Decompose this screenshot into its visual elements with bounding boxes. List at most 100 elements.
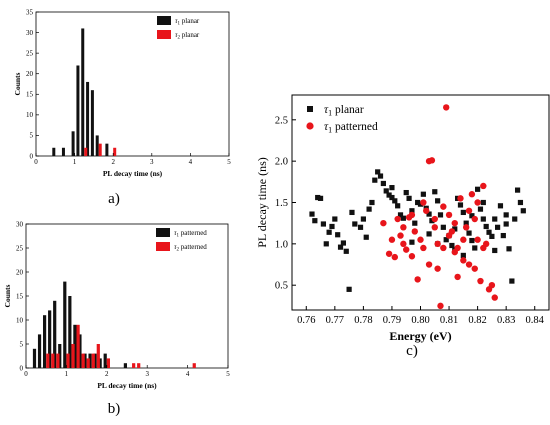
data-point-circle — [417, 236, 424, 243]
y-tick-label: 15 — [16, 292, 24, 300]
data-point-square — [400, 215, 406, 221]
legend-swatch-red — [156, 242, 170, 251]
data-point-square — [326, 229, 332, 235]
y-tick-label: 35 — [26, 8, 34, 16]
y-tick-label: 20 — [16, 268, 24, 276]
data-point-square — [415, 199, 421, 206]
legend-swatch-red — [157, 30, 171, 39]
x-tick-label: 0.79 — [383, 315, 401, 326]
bar-red — [192, 363, 196, 368]
data-point-square — [312, 218, 318, 224]
x-tick-label: 0.82 — [468, 315, 486, 326]
bar-red — [71, 344, 75, 368]
x-tick-label: 4 — [189, 158, 193, 166]
y-tick-label: 0 — [30, 152, 34, 160]
data-point-square — [514, 187, 521, 193]
bar-black — [78, 334, 82, 368]
x-tick-label: 0.80 — [411, 315, 429, 326]
data-point-square — [337, 244, 344, 250]
y-tick-label: 0 — [20, 364, 24, 372]
data-point-circle — [411, 228, 418, 235]
data-point-square — [477, 206, 484, 212]
data-point-circle — [434, 265, 441, 272]
data-point-square — [486, 229, 492, 235]
bar-red — [86, 358, 90, 368]
bar-black — [53, 300, 57, 368]
x-tick-label: 4 — [186, 370, 190, 378]
data-point-square — [466, 230, 472, 236]
data-point-square — [440, 224, 446, 230]
x-tick-label: 5 — [227, 158, 231, 166]
histogram-panel-b: 0 1 2 3 4 5 0 5 10 15 20 25 30 PL decay time (ns) Coun… — [3, 220, 230, 390]
data-point-circle — [474, 236, 481, 243]
data-point-square — [503, 221, 509, 227]
x-tick-label: 0.83 — [497, 315, 515, 326]
data-point-circle — [391, 253, 398, 261]
data-point-circle — [394, 215, 401, 223]
data-point-circle — [471, 215, 478, 223]
x-tick-label: 2 — [111, 158, 115, 166]
bar-black — [63, 281, 67, 368]
data-point-square — [457, 202, 464, 208]
data-point-square — [489, 233, 495, 239]
data-point-square — [420, 191, 426, 197]
legend-label: τ1 patterned — [324, 121, 378, 135]
y-axis-title: Counts — [13, 72, 22, 95]
data-point-square — [517, 199, 524, 206]
data-point-circle — [491, 294, 498, 301]
data-point-circle — [480, 182, 487, 190]
data-point-square — [469, 213, 475, 219]
data-point-circle — [454, 244, 461, 252]
data-point-circle — [380, 219, 387, 227]
panel-caption-a: a) — [108, 191, 120, 207]
y-tick-label: 1.5 — [275, 198, 288, 209]
data-point-square — [323, 241, 329, 247]
data-point-square — [506, 246, 512, 252]
data-point-square — [475, 186, 481, 192]
data-point-square — [380, 180, 386, 187]
panel-caption-b: b) — [108, 401, 121, 417]
data-point-square — [329, 223, 335, 230]
data-point-circle — [385, 250, 393, 257]
data-point-square — [426, 211, 432, 217]
data-point-circle — [460, 236, 467, 243]
bar-black — [86, 81, 90, 156]
x-tick-label: 1 — [65, 370, 69, 378]
data-point-square — [357, 224, 364, 230]
data-point-square — [406, 195, 412, 201]
data-point-square — [463, 220, 469, 226]
data-point-square — [495, 224, 501, 230]
bar-black — [105, 143, 109, 156]
bar-black — [71, 131, 75, 156]
bar-red — [132, 363, 136, 368]
x-tick-label: 0.77 — [326, 315, 344, 326]
legend-label: τ2 patterned — [174, 243, 207, 253]
data-point-circle — [488, 281, 496, 289]
data-point-square — [409, 239, 415, 245]
data-point-circle — [400, 224, 407, 231]
data-point-square — [503, 212, 509, 218]
bar-red — [56, 353, 60, 368]
bar-black — [90, 90, 94, 156]
histogram-panel-a: 0 1 2 3 4 5 0 5 10 15 20 25 30 35 PL decay time (ns) Co… — [13, 8, 231, 178]
data-point-circle — [397, 232, 404, 239]
data-point-square — [397, 212, 404, 218]
bar-black — [32, 348, 37, 368]
data-point-circle — [445, 232, 453, 239]
bar-red — [84, 147, 88, 156]
bar-red — [91, 353, 95, 368]
bar-black — [76, 65, 80, 156]
x-tick-label: 3 — [145, 370, 149, 378]
legend: τ1 patterned τ2 patterned — [156, 228, 207, 253]
y-tick-label: 30 — [26, 29, 34, 37]
y-tick-label: 20 — [26, 70, 34, 78]
legend-label: τ2 planar — [175, 31, 200, 41]
bar-red — [106, 358, 110, 368]
data-point-circle — [445, 211, 453, 219]
y-tick-label: 15 — [26, 91, 34, 99]
legend-marker-square — [307, 106, 313, 112]
data-point-circle — [437, 302, 444, 310]
bar-red — [46, 353, 50, 368]
legend-marker-circle — [306, 122, 314, 130]
legend-swatch-black — [156, 228, 170, 237]
